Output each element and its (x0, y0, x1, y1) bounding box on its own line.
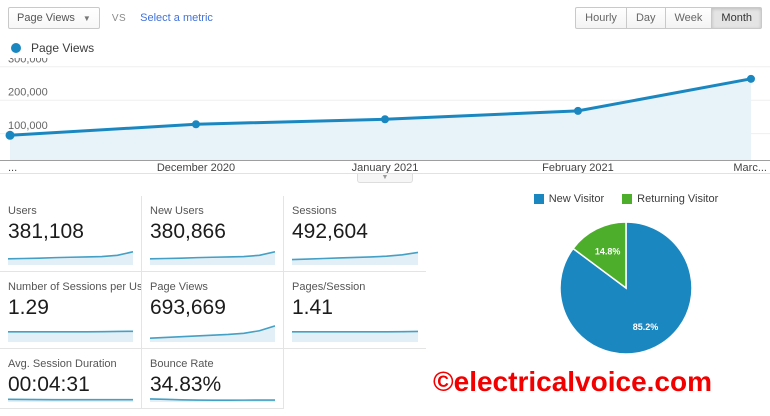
metric-card[interactable]: Bounce Rate 34.83% (142, 349, 284, 409)
metric-card-label: Users (8, 205, 37, 217)
granularity-month-button[interactable]: Month (711, 7, 762, 29)
y-axis-tick-label: 100,000 (8, 120, 48, 132)
metric-card[interactable]: Sessions 492,604 (284, 196, 426, 272)
granularity-day-button[interactable]: Day (625, 7, 666, 29)
metric-card[interactable]: Avg. Session Duration 00:04:31 (0, 349, 142, 409)
empty-grid-cell (284, 349, 426, 409)
chart-collapse-handle[interactable]: ▼ (357, 174, 413, 183)
page-views-timeline-chart[interactable]: 100,000 200,000 300,000 (0, 58, 770, 161)
timeline-data-point[interactable] (191, 120, 200, 129)
sparkline-area (292, 331, 418, 342)
pie-legend-item[interactable]: New Visitor (533, 193, 605, 205)
metric-sparkline (150, 244, 275, 265)
timeline-data-point[interactable] (381, 115, 389, 124)
metric-card-label: Page Views (150, 281, 208, 293)
sparkline-line (8, 331, 133, 332)
metric-card[interactable]: New Users 380,866 (142, 196, 284, 272)
sparkline-area (150, 251, 275, 265)
pie-legend-label: New Visitor (548, 193, 605, 205)
vs-label: VS (111, 12, 127, 24)
x-axis-tick-label: February 2021 (542, 162, 614, 174)
metric-cards-grid: Users 381,108 New Users 380,866 Sessions 492,… (0, 196, 427, 409)
sparkline-line (292, 252, 418, 259)
sparkline-area (150, 325, 275, 342)
granularity-week-button[interactable]: Week (664, 7, 713, 29)
metric-sparkline (292, 320, 418, 342)
visitor-type-panel: New Visitor Returning Visitor 85.2% 14.8% (528, 193, 724, 358)
timeline-legend-label: Page Views (31, 41, 95, 55)
metric-selector-dropdown[interactable]: Page Views ▼ (8, 7, 100, 29)
pie-legend-item[interactable]: Returning Visitor (622, 193, 718, 205)
metric-sparkline (292, 244, 418, 265)
timeline-data-point[interactable] (573, 106, 582, 115)
metric-card[interactable]: Pages/Session 1.41 (284, 272, 426, 349)
series-color-dot-icon (11, 43, 21, 53)
granularity-button-group: Hourly Day Week Month (575, 7, 762, 29)
metric-card-label: New Users (150, 205, 204, 217)
pie-slice-value-label: 14.8% (595, 246, 621, 256)
timeline-x-axis: ... December 2020 January 2021 February 202… (0, 162, 770, 174)
metric-card-label: Sessions (292, 205, 337, 217)
pie-slice-returning-visitor[interactable] (572, 221, 627, 290)
metric-card[interactable]: Number of Sessions per User 1.29 (0, 272, 142, 349)
metric-card-value: 693,669 (150, 296, 226, 319)
metric-card-value: 1.29 (8, 296, 49, 319)
sparkline-line (150, 326, 275, 338)
metric-card-value: 1.41 (292, 296, 333, 319)
timeline-data-point[interactable] (746, 74, 755, 83)
metric-sparkline (8, 320, 133, 342)
metric-sparkline (150, 397, 275, 402)
metric-card-label: Number of Sessions per User (8, 281, 142, 293)
watermark-text: ©electricalvoice.com (433, 366, 713, 397)
visitor-type-pie-chart[interactable]: 85.2% 14.8% (556, 218, 696, 358)
chevron-down-icon: ▼ (82, 13, 91, 23)
sparkline-line (8, 252, 133, 259)
x-axis-tick-label: ... (8, 162, 18, 174)
timeline-legend: Page Views (11, 41, 94, 55)
metric-selector-value: Page Views (17, 12, 75, 24)
timeline-data-point[interactable] (5, 130, 15, 140)
metric-card-value: 381,108 (8, 220, 84, 243)
metric-card-value: 34.83% (150, 373, 222, 396)
chart-divider: ▼ (0, 173, 770, 183)
pie-slice-value-label: 85.2% (633, 322, 659, 332)
metric-card-value: 00:04:31 (8, 373, 90, 396)
metric-card[interactable]: Page Views 693,669 (142, 272, 284, 349)
metric-card-label: Pages/Session (292, 281, 366, 293)
metric-sparkline (150, 320, 275, 342)
x-axis-tick-label: Marc... (733, 162, 767, 174)
granularity-hourly-button[interactable]: Hourly (575, 7, 627, 29)
x-axis-tick-label: December 2020 (156, 162, 236, 174)
sparkline-line (150, 252, 275, 259)
metric-card-value: 492,604 (292, 220, 368, 243)
sparkline-area (8, 251, 133, 265)
metric-sparkline (8, 244, 133, 265)
chevron-down-icon: ▼ (381, 174, 389, 181)
metric-card-label: Avg. Session Duration (8, 358, 117, 370)
chart-toolbar: Page Views ▼ VS Select a metric Hourly Da… (8, 6, 762, 30)
legend-swatch-icon (533, 194, 544, 204)
metric-card-label: Bounce Rate (150, 358, 214, 370)
sparkline-area (292, 252, 418, 265)
metric-sparkline (8, 397, 133, 402)
y-axis-tick-label: 200,000 (8, 87, 48, 99)
select-metric-link[interactable]: Select a metric (140, 12, 213, 24)
pie-legend-label: Returning Visitor (637, 193, 719, 205)
metric-card[interactable]: Users 381,108 (0, 196, 142, 272)
sparkline-line (150, 399, 275, 400)
pie-legend: New Visitor Returning Visitor (528, 193, 724, 205)
legend-swatch-icon (622, 194, 633, 204)
x-axis-tick-label: January 2021 (351, 162, 419, 174)
sparkline-area (8, 331, 133, 342)
y-axis-tick-label: 300,000 (8, 58, 48, 65)
metric-card-value: 380,866 (150, 220, 226, 243)
